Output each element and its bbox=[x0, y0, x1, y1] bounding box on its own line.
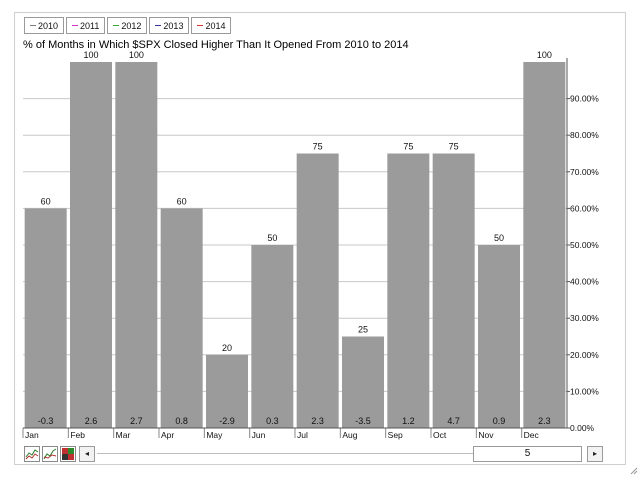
legend-label: 2010 bbox=[38, 20, 59, 31]
bar-bottom-label: 2.3 bbox=[311, 416, 324, 426]
legend-item-2010[interactable]: 2010 bbox=[24, 17, 65, 34]
x-tick-label: Feb bbox=[70, 430, 85, 440]
line-chart-icon[interactable] bbox=[24, 446, 40, 462]
bar bbox=[296, 153, 339, 428]
x-tick-label: May bbox=[206, 430, 223, 440]
x-tick-label: Apr bbox=[161, 430, 174, 440]
legend-item-2014[interactable]: 2014 bbox=[191, 17, 232, 34]
y-tick-label: 80.00% bbox=[570, 130, 599, 140]
legend-label: 2013 bbox=[163, 20, 184, 31]
bottom-toolbar: ◂ 5 ▸ bbox=[24, 446, 609, 464]
y-tick-label: 20.00% bbox=[570, 350, 599, 360]
x-tick-label: Mar bbox=[116, 430, 131, 440]
bar-bottom-label: 0.9 bbox=[493, 416, 506, 426]
bar-value-label: 75 bbox=[449, 142, 459, 152]
bar bbox=[432, 153, 475, 428]
scroll-right-button[interactable]: ▸ bbox=[587, 446, 603, 462]
legend-swatch bbox=[30, 25, 36, 26]
legend-swatch bbox=[72, 25, 79, 26]
bar-bottom-label: 2.6 bbox=[85, 416, 98, 426]
bar-value-label: 100 bbox=[83, 50, 98, 60]
bar-value-label: 50 bbox=[267, 233, 277, 243]
y-tick-label: 50.00% bbox=[570, 240, 599, 250]
x-tick-label: Dec bbox=[524, 430, 540, 440]
bar bbox=[342, 336, 384, 428]
y-tick-label: 10.00% bbox=[570, 386, 599, 396]
bar-value-label: 60 bbox=[177, 196, 187, 206]
legend-item-2012[interactable]: 2012 bbox=[107, 17, 148, 34]
bar-bottom-label: -3.5 bbox=[355, 416, 371, 426]
y-tick-label: 70.00% bbox=[570, 167, 599, 177]
bar bbox=[387, 153, 430, 428]
area-chart-icon[interactable] bbox=[42, 446, 58, 462]
x-tick-label: Sep bbox=[388, 430, 403, 440]
bar-bottom-label: 2.3 bbox=[538, 416, 551, 426]
legend-label: 2012 bbox=[121, 20, 142, 31]
bar bbox=[24, 208, 67, 428]
legend-label: 2014 bbox=[205, 20, 226, 31]
bar-value-label: 25 bbox=[358, 325, 368, 335]
scroll-left-button[interactable]: ◂ bbox=[79, 446, 95, 462]
bar bbox=[478, 245, 520, 428]
bar-bottom-label: 0.8 bbox=[175, 416, 188, 426]
resize-grip-icon[interactable] bbox=[630, 467, 638, 475]
x-tick-label: Aug bbox=[342, 430, 357, 440]
line-chart-glyph bbox=[25, 449, 39, 460]
bar-value-label: 100 bbox=[129, 50, 144, 60]
bar bbox=[206, 354, 248, 428]
legend: 2010 2011 2012 2013 2014 bbox=[24, 17, 232, 34]
bar-chart-icon[interactable] bbox=[60, 446, 76, 462]
bar-bottom-label: 1.2 bbox=[402, 416, 415, 426]
bar bbox=[115, 62, 158, 428]
area-chart-glyph bbox=[43, 448, 57, 460]
y-tick-label: 30.00% bbox=[570, 313, 599, 323]
x-tick-label: Oct bbox=[433, 430, 447, 440]
bar-bottom-label: 4.7 bbox=[447, 416, 460, 426]
chart-title: % of Months in Which $SPX Closed Higher … bbox=[23, 39, 409, 51]
legend-swatch bbox=[197, 25, 204, 26]
legend-item-2011[interactable]: 2011 bbox=[66, 17, 106, 34]
bar bbox=[251, 245, 294, 428]
legend-swatch bbox=[113, 25, 120, 26]
legend-label: 2011 bbox=[80, 20, 100, 31]
bar-value-label: 75 bbox=[403, 142, 413, 152]
bar bbox=[160, 208, 203, 428]
bar-bottom-label: 2.7 bbox=[130, 416, 143, 426]
x-tick-label: Nov bbox=[478, 430, 494, 440]
scroll-track[interactable] bbox=[97, 453, 473, 454]
bar-chart-glyph bbox=[62, 448, 74, 460]
scroll-thumb[interactable]: 5 bbox=[473, 446, 582, 462]
bar-value-label: 75 bbox=[313, 142, 323, 152]
legend-swatch bbox=[155, 25, 162, 26]
bar-value-label: 100 bbox=[537, 50, 552, 60]
bar bbox=[70, 62, 112, 428]
bar-bottom-label: 0.3 bbox=[266, 416, 279, 426]
bar-bottom-label: -0.3 bbox=[38, 416, 54, 426]
bar-bottom-label: -2.9 bbox=[219, 416, 235, 426]
x-tick-label: Jun bbox=[252, 430, 266, 440]
x-tick-label: Jul bbox=[297, 430, 308, 440]
bar bbox=[523, 62, 566, 428]
bar-value-label: 20 bbox=[222, 343, 232, 353]
y-tick-label: 60.00% bbox=[570, 203, 599, 213]
bar-value-label: 50 bbox=[494, 233, 504, 243]
bar-value-label: 60 bbox=[41, 196, 51, 206]
y-tick-label: 90.00% bbox=[570, 94, 599, 104]
y-tick-label: 40.00% bbox=[570, 277, 599, 287]
y-tick-label: 0.00% bbox=[570, 423, 595, 433]
legend-item-2013[interactable]: 2013 bbox=[149, 17, 190, 34]
x-tick-label: Jan bbox=[25, 430, 39, 440]
